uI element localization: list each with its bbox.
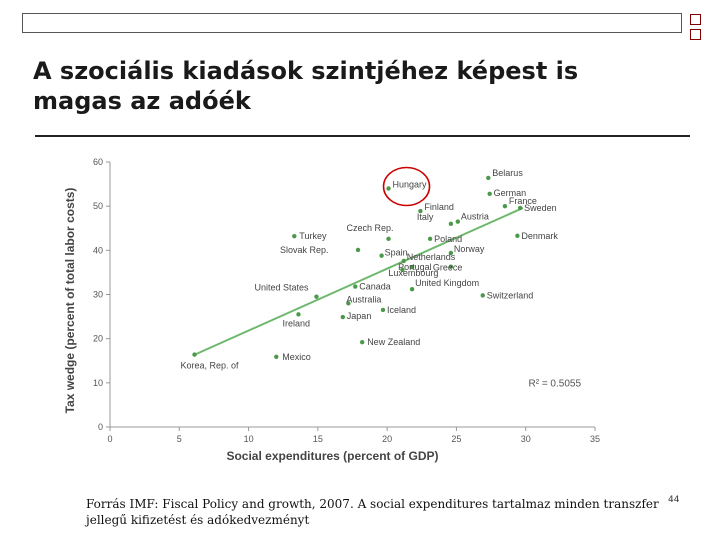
page-number: 44 (668, 495, 680, 505)
data-point (448, 221, 454, 227)
x-axis-label: Social expenditures (percent of GDP) (226, 449, 438, 463)
data-point (487, 191, 492, 196)
data-point (448, 264, 454, 269)
corner-square-bottom (690, 29, 701, 40)
x-tick-label: 35 (590, 434, 600, 444)
point-label: Slovak Rep. (280, 245, 329, 255)
point-label: Ireland (282, 318, 310, 328)
r-squared-annotation: R² = 0.5055 (528, 378, 581, 389)
y-axis-label: Tax wedge (percent of total labor costs) (63, 188, 77, 414)
point-label: Belarus (492, 168, 523, 178)
data-point (379, 253, 384, 258)
y-tick-label: 20 (93, 334, 103, 344)
data-point (386, 186, 391, 191)
point-label: Italy (417, 212, 434, 222)
chart-axes-group: 0 10 20 30 40 50 60 0 5 10 15 20 25 30 35 (93, 157, 600, 444)
point-label: Poland (434, 234, 462, 244)
data-point (355, 247, 361, 253)
x-tick-label: 5 (177, 434, 182, 444)
data-point (274, 354, 279, 359)
data-point (448, 250, 454, 256)
scatter-chart: 0 10 20 30 40 50 60 0 5 10 15 20 25 30 35 Belarus Hunga… (60, 140, 620, 470)
point-label: Sweden (524, 203, 557, 213)
data-point (386, 236, 391, 242)
point-label: Switzerland (487, 290, 534, 300)
data-point (486, 175, 491, 181)
x-tick-label: 20 (382, 434, 392, 444)
point-label: Hungary (393, 180, 428, 190)
point-label: Luxembourg (388, 268, 438, 278)
data-point (380, 307, 386, 313)
point-label: Spain (385, 248, 408, 258)
data-point (360, 340, 365, 345)
data-point (400, 267, 405, 272)
x-tick-label: 10 (244, 434, 254, 444)
x-tick-label: 0 (107, 434, 112, 444)
y-tick-label: 0 (98, 422, 103, 432)
point-label: Japan (347, 311, 372, 321)
point-label: Greece (433, 263, 463, 273)
corner-square-top (690, 14, 701, 25)
trendline-group (195, 207, 524, 356)
point-label: Norway (454, 244, 485, 254)
trendline (195, 207, 524, 356)
point-label: Canada (359, 282, 391, 292)
point-label: Iceland (387, 305, 416, 315)
y-tick-label: 50 (93, 201, 103, 211)
point-label: Mexico (282, 352, 311, 362)
data-point (409, 264, 415, 270)
data-point (346, 301, 351, 306)
point-label: German (494, 188, 527, 198)
title-underline (35, 135, 690, 137)
point-label: Czech Rep. (347, 223, 394, 233)
data-point (517, 205, 523, 211)
point-label: Finland (424, 202, 454, 212)
x-tick-label: 25 (451, 434, 461, 444)
chart-svg: 0 10 20 30 40 50 60 0 5 10 15 20 25 30 35 Belarus Hunga… (63, 157, 600, 463)
point-label: Netherlands (407, 252, 456, 262)
data-point (314, 294, 319, 299)
point-label: United States (254, 283, 309, 293)
point-label: Turkey (299, 231, 327, 241)
data-point (192, 352, 197, 357)
slide-title-line-1: A szociális kiadások szintjéhez képest i… (33, 57, 579, 85)
slide-title: A szociális kiadások szintjéhez képest i… (33, 56, 653, 116)
highlight-circle (382, 166, 431, 207)
y-tick-label: 30 (93, 290, 103, 300)
data-point (502, 203, 508, 209)
data-point (353, 284, 358, 289)
points-group (192, 175, 523, 359)
point-label: United Kingdom (415, 278, 479, 288)
top-bar (22, 13, 682, 33)
data-point (296, 312, 301, 317)
point-labels-group: BelarusHungaryGermanFranceSwedenFinlandI… (181, 166, 558, 371)
point-label: Denmark (521, 231, 558, 241)
y-tick-label: 40 (93, 245, 103, 255)
data-point (455, 219, 461, 224)
y-tick-label: 10 (93, 378, 103, 388)
data-point (292, 234, 297, 239)
point-label: Australia (346, 294, 381, 304)
slide-title-line-2: magas az adóék (33, 87, 251, 115)
data-point (515, 233, 520, 238)
point-label: Korea, Rep. of (181, 361, 240, 371)
source-note: Forrás IMF: Fiscal Policy and growth, 20… (86, 497, 659, 527)
x-tick-label: 15 (313, 434, 323, 444)
data-point (340, 314, 345, 320)
data-point (401, 258, 406, 264)
y-tick-label: 60 (93, 157, 103, 167)
point-label: New Zealand (367, 337, 420, 347)
point-label: France (509, 196, 537, 206)
data-point (409, 287, 415, 292)
point-label: Portugal (398, 262, 432, 272)
point-label: Austria (461, 212, 489, 222)
x-tick-label: 30 (521, 434, 531, 444)
data-point (427, 236, 433, 242)
data-point (418, 208, 423, 214)
data-point (480, 293, 485, 298)
